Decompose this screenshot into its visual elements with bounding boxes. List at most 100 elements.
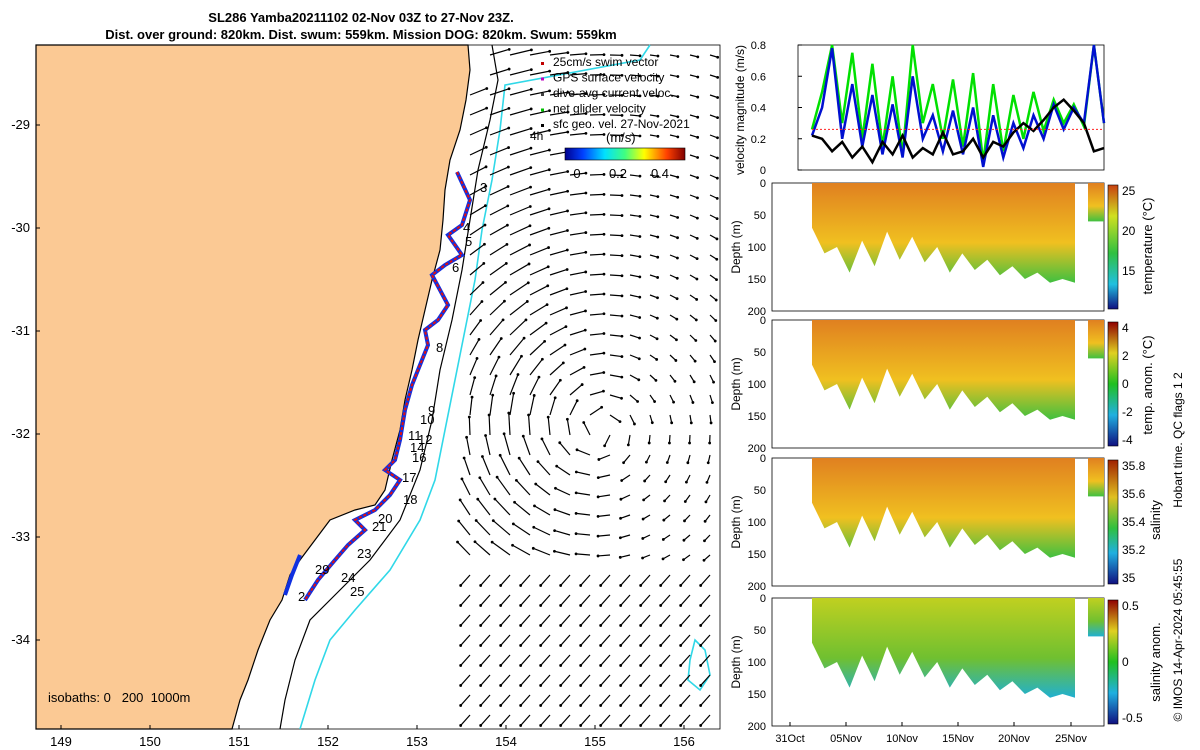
current-vector-head: [638, 54, 642, 58]
current-vector: [489, 243, 508, 256]
current-vector: [514, 501, 531, 516]
current-vector: [700, 694, 711, 706]
current-vector-head: [679, 684, 683, 687]
current-vector-head: [696, 55, 700, 59]
current-vector-head: [566, 189, 570, 193]
current-vector: [640, 714, 651, 726]
current-vector-head: [674, 359, 678, 362]
current-vector: [660, 634, 671, 646]
current-vector: [460, 594, 471, 606]
colorbar-label: salinity: [1148, 500, 1163, 540]
current-vector: [560, 594, 571, 606]
current-vector-head: [602, 53, 606, 57]
current-vector: [489, 48, 510, 56]
current-vector-head: [553, 549, 556, 553]
current-vector-head: [502, 432, 506, 436]
current-vector: [480, 714, 491, 726]
current-vector-head: [620, 479, 624, 482]
current-vector-head: [476, 497, 480, 501]
current-vector-head: [639, 584, 643, 587]
current-vector-head: [584, 309, 587, 313]
current-vector-head: [659, 644, 663, 647]
current-vector-head: [574, 532, 578, 536]
section-colorbar: [1107, 321, 1119, 447]
current-vector: [569, 400, 578, 416]
current-vector: [620, 674, 631, 686]
map-x-tick-label: 149: [50, 734, 72, 749]
current-vector-head: [664, 480, 668, 484]
current-vector-head: [676, 216, 680, 219]
current-vector-head: [620, 396, 623, 400]
current-vector-head: [505, 242, 509, 246]
current-vector-field: [456, 47, 720, 727]
current-vector: [589, 213, 605, 216]
current-vector: [469, 224, 486, 236]
current-vector: [580, 574, 591, 586]
current-vector-head: [579, 664, 583, 667]
current-vector: [460, 634, 471, 646]
current-vector-head: [691, 401, 695, 404]
current-vector: [640, 694, 651, 706]
current-vector: [469, 107, 487, 116]
current-vector-head: [519, 604, 523, 607]
current-vector-head: [559, 684, 563, 687]
current-vector-head: [620, 355, 624, 358]
current-vector-head: [566, 229, 569, 232]
current-vector: [489, 338, 502, 356]
current-vector: [629, 334, 640, 339]
current-vector: [680, 694, 691, 706]
current-vector-head: [619, 584, 623, 587]
date-tick-label: 20Nov: [998, 733, 1030, 745]
current-vector: [520, 594, 531, 606]
current-vector: [600, 654, 611, 666]
current-vector: [569, 310, 586, 316]
current-vector: [520, 654, 531, 666]
current-vector-head: [638, 94, 642, 98]
map-x-tick-label: 153: [406, 734, 428, 749]
current-vector-head: [457, 519, 461, 523]
depth-tick-label: 0: [760, 315, 766, 327]
map-y-tick-label: -29: [11, 117, 30, 132]
current-vector: [520, 714, 531, 726]
current-vector-head: [507, 126, 511, 130]
current-vector-head: [638, 194, 642, 198]
current-vector: [496, 476, 511, 496]
current-vector: [627, 434, 631, 445]
current-vector: [534, 505, 551, 516]
current-vector: [509, 49, 532, 56]
current-vector: [549, 210, 568, 216]
current-vector-head: [656, 114, 660, 118]
current-vector: [509, 88, 532, 96]
current-vector: [549, 307, 567, 316]
current-vector-head: [602, 173, 606, 176]
current-vector: [529, 188, 550, 196]
current-vector: [575, 553, 591, 556]
current-vector: [569, 112, 586, 116]
current-vector-head: [528, 243, 531, 247]
current-vector-head: [715, 196, 719, 200]
current-vector: [576, 533, 591, 536]
current-vector-head: [602, 351, 606, 355]
current-vector-head: [459, 644, 463, 647]
current-vector: [489, 205, 509, 216]
current-vector-head: [479, 644, 483, 647]
current-vector-head: [507, 67, 511, 71]
current-vector: [609, 334, 622, 337]
current-vector-head: [583, 347, 587, 351]
current-vector: [580, 694, 591, 706]
current-vector-head: [656, 296, 659, 300]
current-vector: [520, 674, 531, 686]
current-vector-head: [559, 664, 563, 667]
current-vector: [609, 254, 623, 257]
current-vector-head: [565, 268, 569, 271]
current-vector: [609, 314, 623, 317]
current-vector-head: [501, 318, 505, 322]
current-vector: [680, 634, 691, 646]
current-vector: [580, 634, 591, 646]
current-vector-head: [499, 724, 503, 727]
current-vector-head: [536, 460, 540, 464]
colorbar-label: salinity anom.: [1148, 622, 1163, 701]
current-vector-head: [506, 165, 510, 169]
velocity-y-tick-label: 0.4: [751, 103, 766, 115]
isobath-200: [279, 44, 499, 730]
